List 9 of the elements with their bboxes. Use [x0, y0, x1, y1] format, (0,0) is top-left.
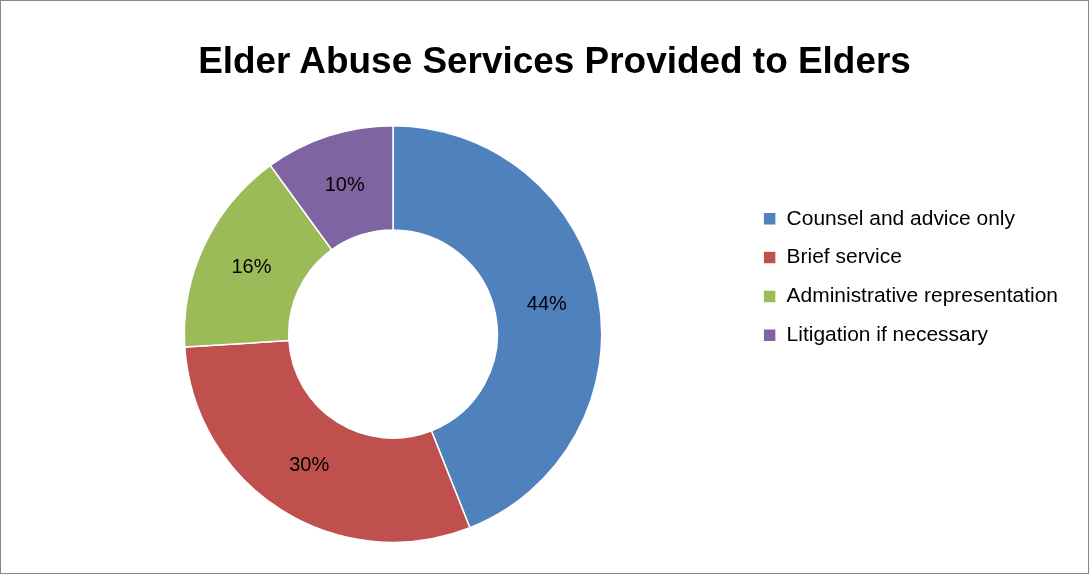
- legend-label: Administrative representation: [786, 283, 1058, 307]
- legend-label: Litigation if necessary: [786, 322, 989, 346]
- data-label: 30%: [289, 453, 330, 476]
- legend-label: Brief service: [786, 244, 902, 268]
- data-label: 10%: [324, 172, 365, 195]
- data-label: 16%: [231, 255, 272, 277]
- chart-title: Elder Abuse Services Provided to Elders: [198, 40, 911, 82]
- data-label: 44%: [526, 292, 568, 315]
- legend-label: Counsel and advice only: [786, 205, 1016, 229]
